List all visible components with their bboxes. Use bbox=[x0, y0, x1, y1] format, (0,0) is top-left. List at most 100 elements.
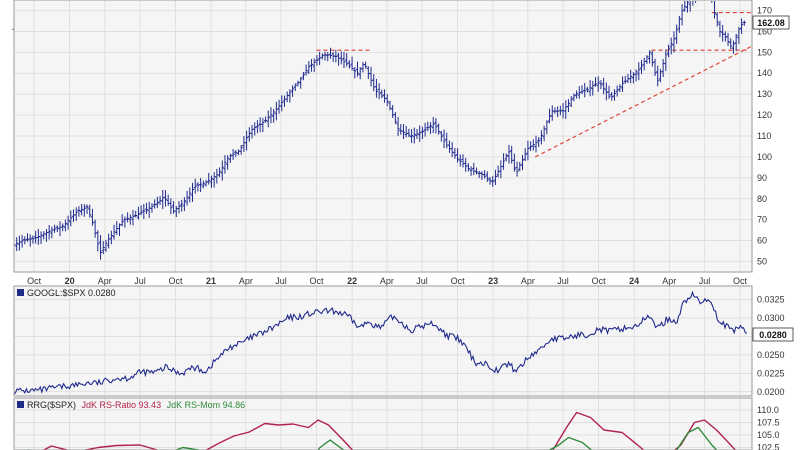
ohlc-bar bbox=[353, 66, 357, 79]
ohlc-bar bbox=[253, 122, 257, 136]
ohlc-bar bbox=[715, 12, 719, 27]
ohlc-bar bbox=[574, 90, 579, 99]
ohlc-bar bbox=[377, 83, 381, 100]
ohlc-bar bbox=[20, 234, 24, 248]
ohlc-bar bbox=[74, 207, 78, 221]
ohlc-bar bbox=[207, 172, 211, 185]
ohlc-bar bbox=[193, 178, 197, 194]
ohlc-bar bbox=[564, 100, 568, 119]
ohlc-bar bbox=[288, 89, 292, 103]
ohlc-bar bbox=[347, 60, 351, 69]
ohlc-bar bbox=[742, 20, 746, 26]
ohlc-bar bbox=[583, 82, 587, 98]
ohlc-bar bbox=[553, 107, 557, 114]
ratio-panel-border bbox=[13, 285, 753, 397]
price-axis-tick-label: 160 bbox=[757, 26, 772, 36]
ohlc-bar bbox=[85, 204, 89, 214]
ratio-panel-bg bbox=[14, 286, 752, 396]
ohlc-bar bbox=[226, 155, 230, 170]
ohlc-bar bbox=[163, 190, 168, 207]
date-tick-label: Apr bbox=[239, 276, 253, 286]
ohlc-bar bbox=[453, 147, 457, 159]
ohlc-bar bbox=[526, 140, 530, 161]
ohlc-bar bbox=[458, 154, 462, 167]
date-tick-label: Oct bbox=[451, 276, 466, 286]
ohlc-bar bbox=[339, 51, 343, 65]
ohlc-bar bbox=[520, 154, 525, 171]
ohlc-bar bbox=[726, 32, 730, 46]
ohlc-bar bbox=[217, 167, 222, 178]
rrg-legend-ratio: JdK RS-Ratio 93.43 bbox=[82, 400, 162, 410]
ohlc-bar bbox=[393, 112, 397, 124]
ohlc-bar bbox=[231, 149, 235, 160]
ohlc-bar bbox=[345, 52, 349, 67]
ohlc-bar bbox=[144, 202, 149, 214]
rrg-axis-tick-label: 107.5 bbox=[757, 418, 780, 428]
ohlc-bar bbox=[272, 108, 276, 123]
ohlc-bar bbox=[304, 64, 308, 76]
rising-trendline bbox=[534, 45, 753, 158]
price-axis-tick-label: 80 bbox=[757, 194, 767, 204]
ohlc-bar bbox=[607, 85, 611, 99]
date-tick-label: 23 bbox=[488, 276, 498, 286]
ohlc-bar bbox=[645, 55, 649, 64]
ohlc-bar bbox=[326, 52, 330, 62]
ohlc-bar bbox=[245, 130, 249, 151]
ohlc-bar bbox=[723, 31, 727, 42]
ohlc-bar bbox=[112, 224, 116, 240]
rrg-legend: RRG($SPX) JdK RS-Ratio 93.43 JdK RS-Mom … bbox=[17, 400, 245, 410]
ohlc-bar bbox=[472, 162, 476, 176]
ohlc-bar bbox=[323, 51, 327, 61]
ohlc-bar bbox=[23, 236, 27, 245]
ohlc-bar bbox=[15, 237, 19, 252]
ohlc-bar bbox=[680, 4, 684, 26]
ohlc-bar bbox=[612, 89, 617, 101]
ohlc-bar bbox=[558, 105, 562, 116]
ohlc-bar bbox=[55, 225, 59, 233]
ohlc-bar bbox=[718, 20, 722, 38]
ohlc-bar bbox=[412, 127, 416, 144]
ohlc-bar bbox=[537, 137, 541, 148]
ohlc-bar bbox=[280, 95, 284, 112]
ohlc-bar bbox=[488, 176, 492, 185]
ohlc-bar bbox=[188, 187, 192, 203]
ohlc-bar bbox=[328, 47, 333, 59]
ratio-axis-tick-label: 0.0300 bbox=[757, 313, 785, 323]
ohlc-bar bbox=[139, 205, 143, 216]
date-tick-label: Oct bbox=[592, 276, 607, 286]
ohlc-bar bbox=[685, 1, 690, 13]
ohlc-bar bbox=[39, 231, 43, 244]
ohlc-bar bbox=[731, 40, 736, 54]
date-tick-label: Jul bbox=[557, 276, 569, 286]
ohlc-bar bbox=[656, 65, 660, 87]
ohlc-bar bbox=[455, 148, 460, 163]
ohlc-bar bbox=[585, 86, 589, 93]
ohlc-bar bbox=[637, 62, 641, 81]
ratio-axis-tick-label: 0.0225 bbox=[757, 368, 785, 378]
date-tick-label: Oct bbox=[733, 276, 748, 286]
ohlc-bar bbox=[409, 129, 414, 143]
ratio-axis-tick-label: 0.0200 bbox=[757, 387, 785, 397]
ohlc-bar bbox=[653, 58, 657, 77]
ohlc-bar bbox=[610, 91, 614, 101]
price-axis-tick-label: 150 bbox=[757, 47, 772, 57]
ohlc-bar bbox=[518, 161, 522, 172]
ohlc-bar bbox=[185, 190, 189, 206]
ohlc-bar bbox=[307, 61, 311, 74]
ohlc-bar bbox=[77, 206, 81, 217]
relative-strength-line bbox=[13, 290, 748, 395]
ohlc-bar bbox=[47, 225, 51, 240]
ohlc-bar bbox=[142, 203, 146, 220]
ohlc-bar bbox=[255, 120, 260, 134]
ohlc-bar bbox=[36, 229, 40, 245]
ohlc-bar bbox=[523, 148, 527, 162]
rrg-panel-border bbox=[13, 397, 753, 450]
price-axis-tick-label: 90 bbox=[757, 173, 767, 183]
ohlc-bar bbox=[431, 117, 435, 134]
ohlc-bar bbox=[52, 224, 57, 233]
ohlc-bar bbox=[515, 161, 519, 177]
ohlc-bar bbox=[177, 201, 181, 214]
ohlc-bar bbox=[739, 18, 744, 34]
ohlc-bar bbox=[66, 215, 70, 230]
